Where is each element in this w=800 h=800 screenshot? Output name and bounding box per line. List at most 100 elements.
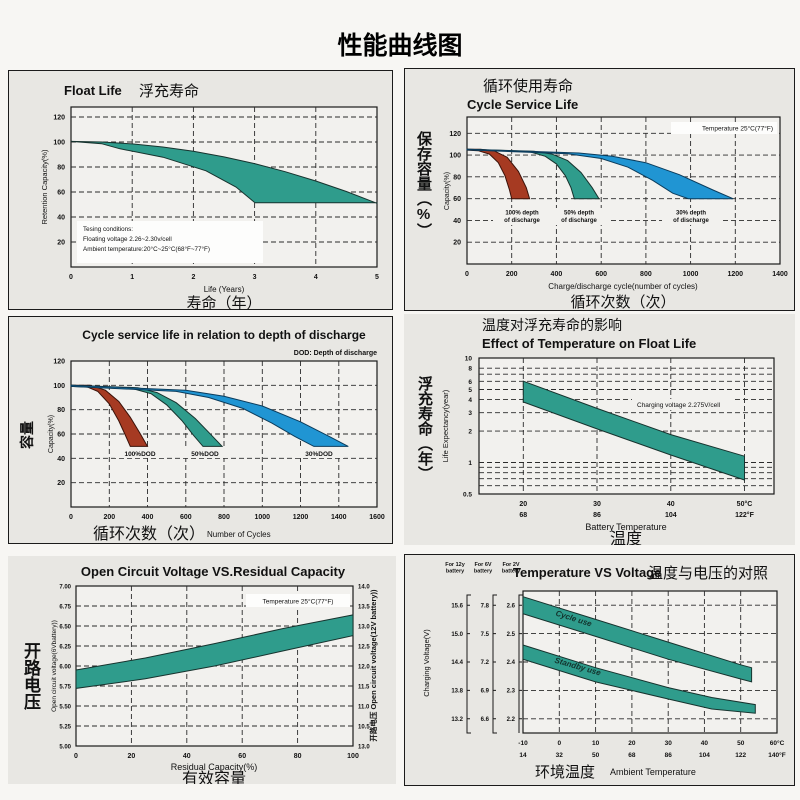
- label-bg: [294, 448, 344, 458]
- x-axis-label-en: Charge/discharge cycle(number of cycles): [548, 282, 698, 291]
- y-tick-right: 13.0: [358, 625, 370, 631]
- x-axis-label-en: Ambient Temperature: [610, 767, 696, 777]
- y-tick: 1: [468, 460, 472, 467]
- x-tick-f: 122°F: [735, 511, 754, 519]
- outer-y-axis-label: 容量: [19, 421, 35, 449]
- y-tick-left: 7.00: [59, 585, 71, 591]
- y-tick: 20: [57, 480, 65, 487]
- y-tick-6v: 7.5: [481, 632, 490, 638]
- y-tick-2v: 2.5: [507, 632, 516, 638]
- x-tick-f: 68: [628, 752, 636, 759]
- y-tick: 120: [53, 115, 65, 122]
- x-axis-label-en: Number of Cycles: [207, 530, 271, 539]
- x-tick: 1: [130, 274, 134, 281]
- x-tick-c: -10: [518, 740, 528, 747]
- x-tick-f: 104: [699, 752, 710, 759]
- y-tick: 100: [53, 140, 65, 147]
- y-tick: 8: [468, 366, 472, 373]
- x-tick: 0: [69, 274, 73, 281]
- x-tick-c: 0: [557, 740, 561, 747]
- x-tick: 1000: [255, 514, 271, 521]
- x-tick: 600: [595, 271, 607, 278]
- chart-title-en: Float Life: [64, 83, 122, 98]
- y-tick-12v: 13.2: [451, 717, 463, 723]
- y-tick-left: 5.75: [59, 685, 71, 691]
- band-label: of discharge: [561, 218, 597, 224]
- label-bg: [115, 448, 165, 458]
- temp-vs-float-life-chart: Charging voltage 2.275V/cell 温度对浮充寿命的影响 …: [441, 317, 775, 545]
- y-tick: 120: [53, 359, 65, 366]
- y-tick-6v: 6.6: [481, 717, 490, 723]
- y-tick: 5: [468, 387, 472, 394]
- y-tick: 40: [57, 456, 65, 463]
- x-tick-c: 50°C: [737, 500, 753, 508]
- y-tick-2v: 2.2: [507, 717, 516, 723]
- x-tick: 40: [183, 753, 191, 760]
- axis-bracket-6v: [492, 594, 497, 734]
- y-tick: 60: [57, 190, 65, 197]
- note-line: Floating voltage 2.26~2.30v/cell: [83, 236, 172, 243]
- x-tick: 200: [506, 271, 518, 278]
- h-gridlines: [467, 132, 780, 243]
- page-title: 性能曲线图: [337, 32, 463, 60]
- x-axis-label-en: Life (Years): [204, 285, 245, 294]
- y-tick: 3: [468, 410, 472, 417]
- panel-cycle-life-vs-dod: 100%DOD 50%DOD 30%DOD Cycle service life…: [8, 316, 393, 544]
- y-tick-12v: 15.6: [451, 603, 463, 609]
- x-tick: 400: [551, 271, 563, 278]
- y-tick-2v: 2.6: [507, 603, 516, 609]
- panel-float-life: Tesing conditions: Floating voltage 2.26…: [8, 70, 393, 311]
- x-tick-c: 30: [593, 501, 601, 508]
- x-tick-f: 86: [593, 512, 601, 519]
- dod-100-band: [70, 384, 149, 447]
- y-axis-label-left: Open circuit voltage(6Vbattery)): [51, 620, 58, 712]
- panel-ocv-vs-capacity: Temperature 25°C(77°F) Open Circuit Volt…: [8, 556, 396, 784]
- y-tick-right: 11.0: [358, 705, 370, 711]
- col-label-6v: battery: [474, 569, 493, 575]
- band-label: of discharge: [673, 218, 709, 224]
- band-label: 50%DOD: [191, 451, 219, 458]
- axis-bracket-12v: [466, 594, 471, 734]
- x-tick-f: 140°F: [768, 751, 785, 759]
- band-label: 30% depth: [676, 211, 706, 217]
- x-tick: 1400: [331, 514, 347, 521]
- annotation-bg: [632, 399, 734, 410]
- temperature-annotation: Temperature 25°C(77°F): [263, 598, 334, 606]
- y-tick-2v: 2.3: [507, 689, 516, 695]
- y-tick-left: 6.25: [59, 645, 71, 651]
- x-tick-f: 32: [556, 752, 564, 759]
- dod-30-band: [466, 148, 734, 200]
- x-axis-label-en: Battery Temperature: [585, 522, 666, 532]
- y-tick-12v: 14.4: [451, 660, 463, 666]
- x-tick: 800: [218, 514, 230, 521]
- x-axis-label-zh: 循环次数（次）: [93, 525, 205, 543]
- y-axis-label: Life Expectancy(year): [441, 389, 450, 462]
- v-gridlines: [108, 361, 340, 507]
- note-line: Ambient temperature:20°C~25°C(68°F~77°F): [83, 245, 210, 253]
- dod-50-band: [466, 148, 600, 200]
- y-axis-label: Capacity(%): [48, 415, 55, 453]
- charging-voltage-annotation: Charging voltage 2.275V/cell: [637, 402, 721, 409]
- y-tick: 20: [57, 240, 65, 247]
- note-line: Tesing conditions:: [83, 226, 133, 233]
- y-tick: 60: [453, 196, 461, 203]
- y-tick-left: 5.00: [59, 745, 71, 751]
- band-label: 100%DOD: [124, 451, 155, 458]
- x-tick: 400: [142, 514, 154, 521]
- y-tick-12v: 13.8: [451, 689, 463, 695]
- x-tick: 100: [347, 753, 359, 760]
- x-tick-c: 60°C: [770, 739, 785, 747]
- y-tick: 80: [57, 407, 65, 414]
- chart-title-zh: 循环使用寿命: [483, 77, 573, 95]
- x-tick: 200: [103, 514, 115, 521]
- y-axis-label: Retention Capacity(%): [40, 149, 49, 225]
- x-tick-c: 50: [737, 740, 745, 747]
- x-tick: 4: [314, 274, 318, 281]
- outer-y-axis-label: 保存容量（%）: [415, 131, 432, 238]
- y-tick-2v: 2.4: [507, 660, 516, 666]
- x-tick: 3: [253, 274, 257, 281]
- y-tick: 10: [465, 356, 473, 363]
- x-tick: 1200: [728, 271, 744, 278]
- y-tick-left: 6.75: [59, 605, 71, 611]
- float-life-band: [70, 140, 378, 205]
